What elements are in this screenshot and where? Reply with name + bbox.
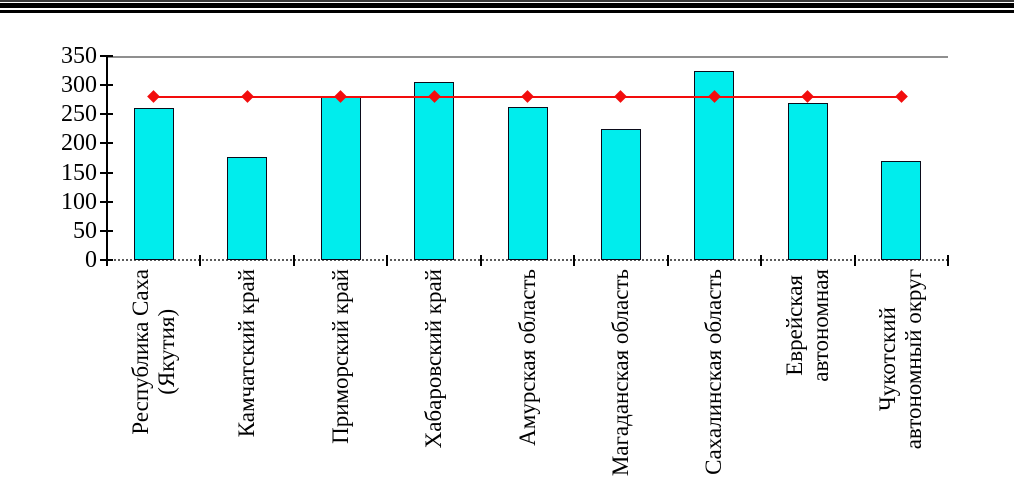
bar-5 <box>507 107 548 260</box>
y-axis-tick <box>100 171 113 174</box>
bar-1 <box>133 108 174 260</box>
header-rule-thick <box>0 2 1014 8</box>
y-axis-label: 200 <box>61 130 97 157</box>
y-axis-label: 250 <box>61 101 97 128</box>
x-axis-label-text: Камчатский край <box>234 269 260 438</box>
bar-3 <box>320 97 361 260</box>
reference-line-marker <box>801 90 815 104</box>
x-axis-label: Амурская область <box>481 269 575 497</box>
x-axis-label-text: Амурская область <box>514 269 540 446</box>
reference-line-marker <box>147 90 161 104</box>
bar-2 <box>227 156 268 260</box>
x-axis-label-text: Республика Саха (Якутия) <box>127 269 179 435</box>
x-axis-label-text: Сахалинская область <box>701 269 727 475</box>
x-axis-tick <box>760 255 763 266</box>
reference-line-marker <box>240 90 254 104</box>
x-axis-tick <box>573 255 576 266</box>
y-axis-tick <box>100 84 113 87</box>
bar-8 <box>787 102 828 260</box>
x-axis-label: Магаданская область <box>574 269 668 497</box>
y-axis-label: 300 <box>61 72 97 99</box>
header-rule-thin-top <box>0 0 1014 2</box>
bar-9 <box>881 160 922 260</box>
x-axis-label-text: Еврейская автономная <box>782 269 833 382</box>
y-axis-tick <box>100 113 113 116</box>
y-axis-label: 50 <box>73 217 97 244</box>
x-axis-tick <box>853 255 856 266</box>
x-axis-label: Приморский край <box>294 269 388 497</box>
y-axis-tick <box>100 142 113 145</box>
y-axis-label: 150 <box>61 159 97 186</box>
y-axis-tick <box>100 55 113 57</box>
x-axis-tick <box>479 255 482 266</box>
x-axis-label: Сахалинская область <box>667 269 761 497</box>
y-axis-tick <box>100 229 113 232</box>
x-axis-tick <box>199 255 202 266</box>
x-axis-tick <box>947 255 949 266</box>
x-axis-label: Еврейская автономная <box>761 269 855 497</box>
plot-top-border <box>107 56 948 58</box>
x-axis-label-text: Чукотский автономный округ <box>875 269 927 450</box>
x-axis-label-text: Хабаровский край <box>421 269 447 449</box>
x-axis-label: Камчатский край <box>200 269 294 497</box>
x-axis-label: Чукотский автономный округ <box>854 269 948 497</box>
x-axis-tick <box>106 255 108 266</box>
x-axis-tick <box>386 255 389 266</box>
y-axis-label: 350 <box>61 43 97 69</box>
y-axis-label: 100 <box>61 188 97 215</box>
x-axis-tick <box>292 255 295 266</box>
y-axis-label: 0 <box>85 247 97 273</box>
x-axis-line <box>107 259 948 261</box>
x-axis-label: Республика Саха (Якутия) <box>107 269 201 497</box>
reference-line-marker <box>521 90 534 104</box>
bar-7 <box>694 71 735 260</box>
x-axis-label-text: Магаданская область <box>608 269 634 477</box>
x-axis-label: Хабаровский край <box>387 269 481 497</box>
reference-line-marker <box>614 90 628 104</box>
bar-4 <box>414 82 455 260</box>
reference-line-marker <box>894 90 908 104</box>
y-axis-tick <box>100 200 113 203</box>
bar-6 <box>600 128 641 260</box>
x-axis-label-text: Приморский край <box>327 269 353 444</box>
y-axis-line <box>106 56 108 266</box>
x-axis-tick <box>666 255 669 266</box>
header-rule-thin-bottom <box>0 10 1014 13</box>
